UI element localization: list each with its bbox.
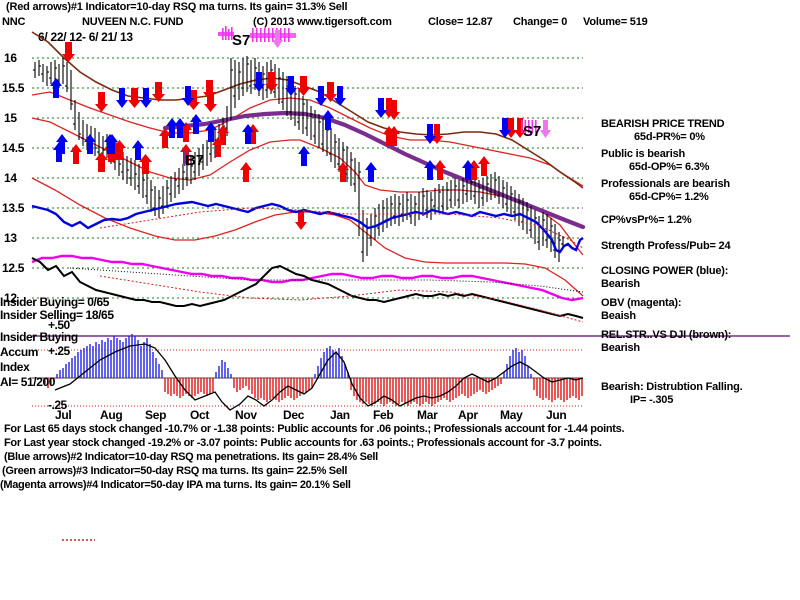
y-axis-label-15-5: 15.5	[2, 81, 25, 95]
obv-red-trend	[99, 275, 584, 323]
insider-buying-count: Insider Buying= 0/65	[0, 295, 110, 309]
copyright-notice: (C) 2013 www.tigersoft.com	[253, 16, 392, 28]
indicator-2-footer: (Blue arrows)#2 Indicator=10-day RSQ ma …	[4, 451, 378, 463]
y-axis-label-14-5: 14.5	[2, 141, 25, 155]
x-axis-label-aug: Aug	[100, 408, 123, 422]
signal-arrows	[50, 26, 551, 230]
public-trend-title: Public is bearish	[601, 148, 686, 160]
price-trend-title: BEARISH PRICE TREND	[601, 118, 725, 130]
y-axis-label-14: 14	[4, 171, 17, 185]
accum-title-line1: Insider Buying	[0, 330, 78, 344]
rel-strength-value: Bearish	[601, 342, 640, 354]
insider-selling-count: Insider Selling= 18/65	[0, 308, 114, 322]
cp-vs-pr-value: CP%vsPr%= 1.2%	[601, 214, 692, 226]
public-trend-value: 65d-OP%= 6.3%	[629, 161, 710, 173]
accum-level-plus-25: +.25	[48, 344, 70, 358]
buy-signal-label-1: B7	[185, 152, 204, 169]
accum-title-line2: Accum	[0, 345, 39, 359]
ticker-symbol: NNC	[2, 16, 26, 28]
x-axis-label-jun: Jun	[546, 408, 567, 422]
x-axis-label-oct: Oct	[190, 408, 210, 422]
accum-overlay-line	[54, 343, 584, 411]
closing-power-line	[31, 200, 584, 254]
y-axis-label-12: 12	[4, 291, 17, 305]
accum-index-value: AI= 51/200	[0, 375, 56, 389]
professionals-trend-title: Professionals are bearish	[601, 178, 730, 190]
indicator-1-header: (Red arrows)#1 Indicator=10-day RSQ ma t…	[6, 1, 348, 13]
company-name: NUVEEN N.C. FUND	[82, 16, 184, 28]
y-axis-label-12-5: 12.5	[2, 261, 25, 275]
ip-value: IP= -.305	[630, 394, 674, 406]
accum-level-minus-25: -.25	[48, 398, 67, 412]
x-axis-label-may: May	[500, 408, 523, 422]
x-axis-label-feb: Feb	[373, 408, 394, 422]
x-axis-label-jan: Jan	[330, 408, 350, 422]
date-range-label: 6/ 22/ 12- 6/ 21/ 13	[38, 30, 133, 44]
x-axis-label-sep: Sep	[145, 408, 167, 422]
obv-value: Beaish	[601, 310, 636, 322]
sell-signal-label-2: S7	[523, 123, 541, 140]
y-axis-label-15: 15	[4, 111, 17, 125]
rel-strength-title: REL.STR..VS DJI (brown):	[601, 329, 732, 341]
rel-strength-line	[31, 31, 584, 189]
price-change: Change= 0	[513, 16, 568, 28]
sell-signal-label-1: S7	[232, 32, 250, 49]
obv-line	[31, 254, 584, 302]
footer-year-summary: For Last year stock changed -19.2% or -3…	[4, 437, 602, 449]
closing-power-title: CLOSING POWER (blue):	[601, 265, 729, 277]
x-axis-label-jul: Jul	[55, 408, 72, 422]
indicator-3-footer: (Green arrows)#3 Indicator=50-day RSQ ma…	[2, 465, 348, 477]
accum-gridlines	[32, 349, 583, 407]
obv-black-line	[31, 257, 584, 319]
y-axis-label-16: 16	[4, 51, 17, 65]
distribution-status: Bearish: Distrubtion Falling.	[601, 381, 743, 393]
y-axis-label-13-5: 13.5	[2, 201, 25, 215]
price-trend-value: 65d-PR%= 0%	[634, 131, 705, 143]
indicator-4-footer: (Magenta arrows)#4 Indicator=50-day IPA …	[0, 479, 351, 491]
upper-band-line	[31, 91, 584, 187]
closing-power-value: Bearish	[601, 278, 640, 290]
obv-dotted-trend	[69, 267, 584, 293]
accum-level-plus-50: +.50	[48, 318, 70, 332]
closing-power-trend	[99, 207, 584, 249]
professionals-trend-value: 65d-CP%= 1.2%	[629, 191, 709, 203]
accum-histogram	[44, 334, 583, 406]
obv-title: OBV (magenta):	[601, 297, 682, 309]
x-axis-label-apr: Apr	[458, 408, 478, 422]
x-axis-label-nov: Nov	[235, 408, 257, 422]
strength-profess-pub: Strength Profess/Pub= 24	[601, 240, 731, 252]
x-axis-label-mar: Mar	[417, 408, 438, 422]
footer-65day-summary: For Last 65 days stock changed -10.7% or…	[4, 423, 625, 435]
y-axis-label-13: 13	[4, 231, 17, 245]
x-axis-label-dec: Dec	[283, 408, 305, 422]
volume: Volume= 519	[583, 16, 648, 28]
close-price: Close= 12.87	[428, 16, 493, 28]
accum-title-line3: Index	[0, 360, 30, 374]
